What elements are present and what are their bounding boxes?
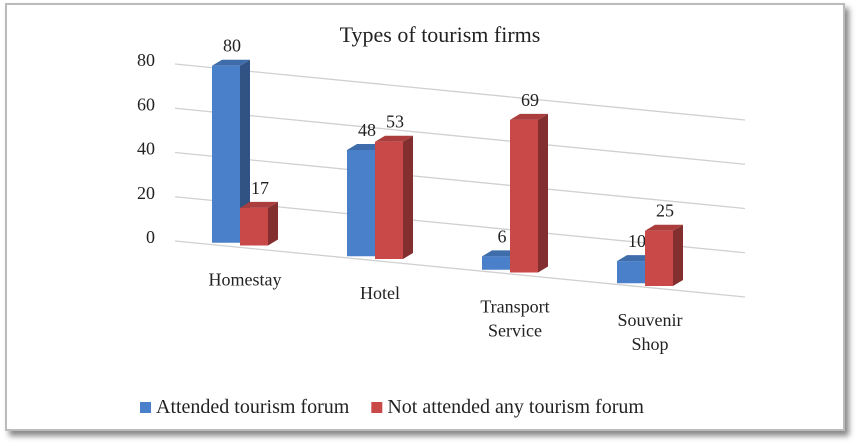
bar-front: [212, 65, 240, 243]
bar-front: [510, 119, 538, 273]
bar-top: [510, 113, 548, 120]
bar-top: [375, 135, 413, 142]
bar-side: [538, 113, 548, 273]
bar-top: [212, 59, 250, 66]
chart-title: Types of tourism firms: [340, 22, 541, 47]
bar-front: [482, 256, 510, 270]
data-label: 48: [358, 120, 376, 140]
data-label: 6: [498, 226, 507, 246]
bar: [212, 59, 250, 243]
bar: [645, 224, 683, 286]
legend-swatch: [371, 402, 383, 413]
bar-front: [347, 150, 375, 257]
bar-top: [240, 201, 278, 208]
y-tick-label: 40: [137, 139, 155, 159]
data-label: 53: [386, 112, 404, 132]
chart-frame: [5, 3, 845, 431]
bar-side: [240, 59, 250, 243]
bar: [510, 113, 548, 273]
y-tick-label: 0: [146, 227, 155, 247]
data-label: 10: [628, 231, 646, 251]
y-tick-label: 60: [137, 94, 155, 114]
x-tick-label: Hotel: [360, 283, 400, 303]
bar-side: [403, 135, 413, 259]
y-tick-label: 20: [137, 183, 155, 203]
data-label: 25: [656, 201, 674, 221]
bar-side: [673, 224, 683, 286]
legend-swatch: [140, 402, 151, 413]
x-tick-label: Souvenir Shop: [618, 310, 683, 354]
y-tick-label: 80: [137, 50, 155, 70]
bar-side: [268, 201, 278, 246]
bar-front: [375, 141, 403, 259]
bar-top: [645, 224, 683, 231]
legend-label: Attended tourism forum: [156, 396, 350, 418]
bar-front: [240, 207, 268, 246]
data-label: 17: [251, 178, 269, 198]
x-tick-label: Homestay: [209, 270, 282, 290]
data-label: 69: [521, 90, 539, 110]
x-tick-label: Transport Service: [480, 297, 549, 341]
bar-front: [617, 261, 645, 284]
bar: [240, 201, 278, 246]
grid-line: [174, 63, 746, 121]
grid-line: [174, 107, 746, 165]
data-label: 80: [223, 36, 241, 56]
grid-line: [174, 240, 746, 298]
legend-label: Not attended any tourism forum: [387, 396, 644, 418]
bar: [375, 135, 413, 259]
grid-line: [174, 151, 746, 210]
bar-front: [645, 230, 673, 286]
